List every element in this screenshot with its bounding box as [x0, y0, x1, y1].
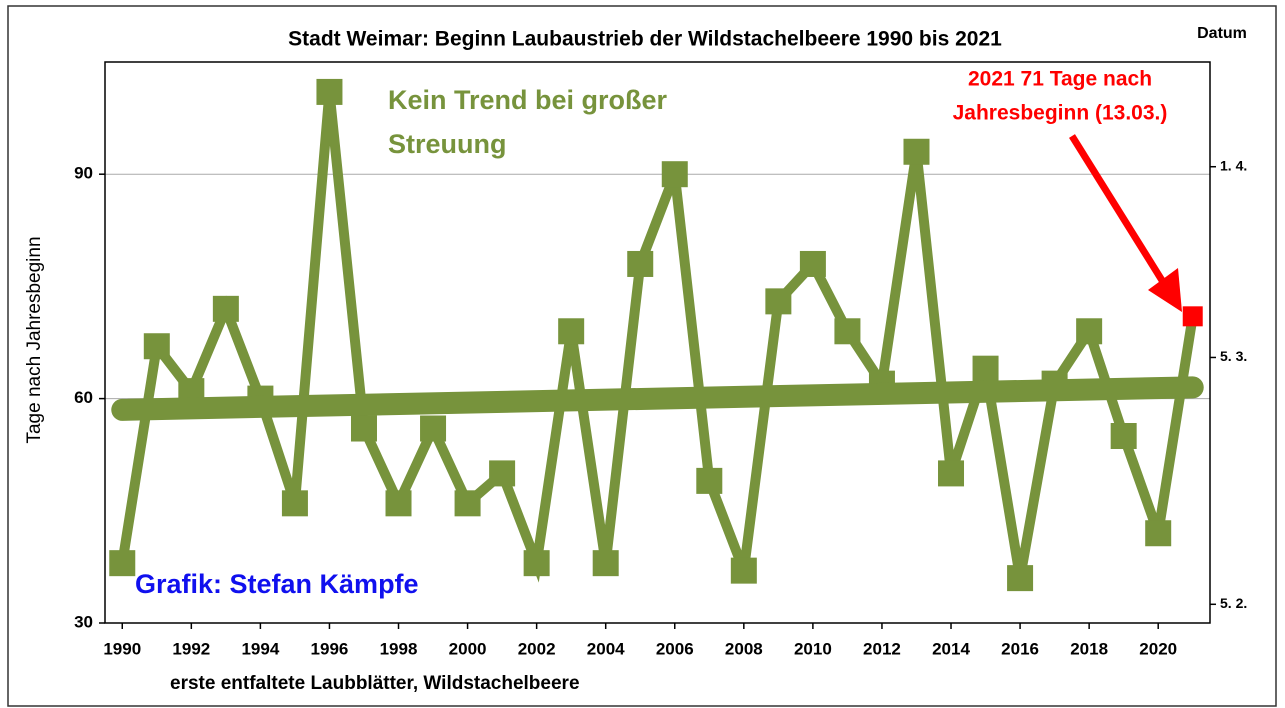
marker: [903, 138, 930, 165]
marker: [489, 460, 516, 487]
marker: [1145, 520, 1172, 547]
y2-label: Datum: [1197, 25, 1247, 42]
marker: [730, 557, 757, 584]
y2-tick-label: 5. 3.: [1220, 348, 1247, 364]
marker: [212, 295, 239, 322]
marker: [385, 490, 412, 517]
x-tick-label: 1994: [241, 639, 279, 658]
y2-tick-label: 1. 4.: [1220, 157, 1247, 173]
y-tick-label: 90: [74, 164, 93, 183]
marker: [143, 333, 170, 360]
y-label: Tage nach Jahresbeginn: [24, 236, 45, 443]
marker: [350, 415, 377, 442]
x-tick-label: 1998: [380, 639, 418, 658]
last-note: 2021 71 Tage nach: [968, 68, 1152, 91]
marker: [799, 250, 826, 277]
x-tick-label: 2006: [656, 639, 694, 658]
frame: [7, 5, 1277, 707]
x-tick-label: 2008: [725, 639, 763, 658]
marker: [454, 490, 481, 517]
marker: [420, 415, 447, 442]
marker: [661, 161, 688, 188]
series-line: [117, 91, 1198, 583]
marker: [558, 318, 585, 345]
marker: [627, 250, 654, 277]
marker: [592, 550, 619, 577]
marker: [1007, 565, 1034, 592]
y-tick-label: 60: [74, 388, 93, 407]
x-tick-label: 2018: [1070, 639, 1108, 658]
x-tick-label: 2014: [932, 639, 970, 658]
marker: [281, 490, 308, 517]
trend-line: [111, 376, 1204, 421]
marker: [938, 460, 965, 487]
marker: [523, 550, 550, 577]
x-tick-label: 2002: [518, 639, 556, 658]
x-tick-label: 2010: [794, 639, 832, 658]
x-tick-label: 2000: [449, 639, 487, 658]
arrow: [1069, 134, 1182, 312]
marker: [1182, 306, 1203, 327]
trend-note: Kein Trend bei großer: [388, 85, 668, 115]
chart-title: Stadt Weimar: Beginn Laubaustrieb der Wi…: [288, 28, 1002, 51]
plot-frame: [104, 61, 1211, 624]
y2-tick-label: 5. 2.: [1220, 595, 1247, 611]
marker: [972, 355, 999, 382]
y-tick-label: 30: [74, 612, 93, 631]
x-tick-label: 2004: [587, 639, 625, 658]
x-tick-label: 1992: [172, 639, 210, 658]
x-tick-label: 2016: [1001, 639, 1039, 658]
x-label: erste entfaltete Laubblätter, Wildstache…: [170, 673, 580, 694]
marker: [1110, 423, 1137, 449]
marker: [1076, 318, 1103, 345]
credit: Grafik: Stefan Kämpfe: [135, 569, 419, 599]
marker: [109, 550, 136, 577]
x-tick-label: 1990: [103, 639, 141, 658]
x-tick-label: 2012: [863, 639, 901, 658]
x-tick-label: 1996: [311, 639, 349, 658]
trend-note: Streuung: [388, 129, 507, 159]
marker: [696, 467, 723, 494]
marker: [765, 288, 792, 315]
x-tick-label: 2020: [1139, 639, 1177, 658]
last-note: Jahresbeginn (13.03.): [953, 102, 1168, 125]
marker: [834, 318, 861, 345]
marker: [316, 78, 343, 105]
